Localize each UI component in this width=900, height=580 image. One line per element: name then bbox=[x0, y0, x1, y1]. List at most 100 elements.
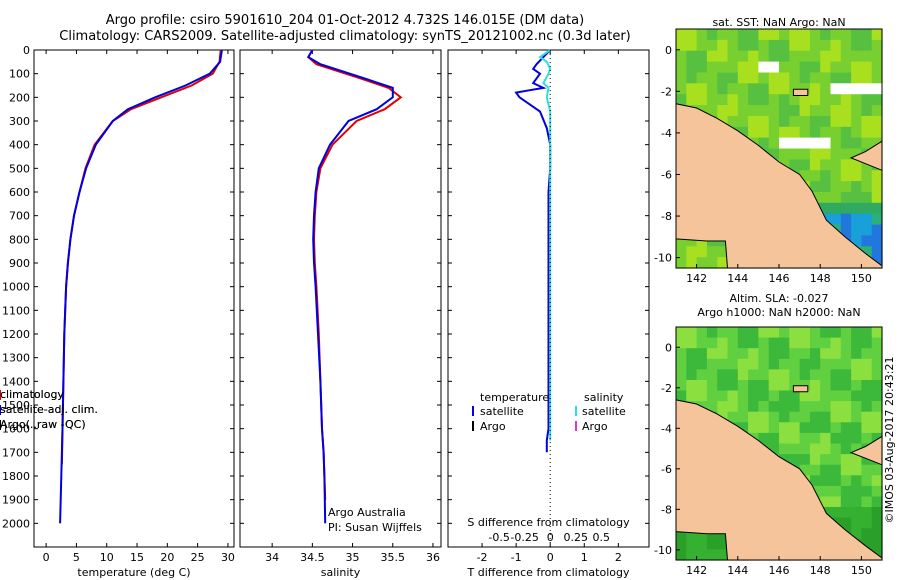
map1-field-cell bbox=[748, 39, 759, 52]
map2-field-cell bbox=[748, 411, 759, 423]
map2-field-cell bbox=[706, 401, 718, 413]
map1-xtick-label: 144 bbox=[727, 272, 748, 285]
map2-field-cell bbox=[840, 517, 852, 529]
panel1-ytick-label: 1100 bbox=[2, 304, 30, 317]
map1-field-cell bbox=[727, 61, 739, 74]
map2-field-cell bbox=[758, 358, 770, 370]
map1-field-cell bbox=[840, 29, 852, 41]
map2-field-cell bbox=[830, 358, 842, 370]
map1-field-cell bbox=[799, 148, 811, 160]
map2-field-cell bbox=[768, 401, 780, 413]
map1-field-cell bbox=[727, 94, 739, 106]
map1-field-cell bbox=[779, 115, 790, 128]
map2-field-cell bbox=[871, 496, 883, 508]
map2-field-cell bbox=[696, 369, 708, 381]
map1-field-cell bbox=[799, 94, 811, 106]
map2-field-cell bbox=[840, 485, 852, 498]
map1-field-cell bbox=[768, 83, 780, 95]
panel2-legend-argo: Argo(..raw -QC) bbox=[0, 418, 86, 431]
map2-field-cell bbox=[830, 485, 842, 498]
map2-field-cell bbox=[706, 337, 718, 349]
panel1-ytick-label: 2000 bbox=[2, 517, 30, 530]
map2-ytick-label: -4 bbox=[661, 422, 672, 435]
map2-field-cell bbox=[676, 380, 687, 392]
map1-field-cell bbox=[840, 61, 852, 74]
map2-field-cell bbox=[727, 390, 739, 402]
map2-field-cell bbox=[840, 380, 852, 392]
map1-field-cell bbox=[861, 192, 873, 204]
map1-ytick-label: 0 bbox=[665, 44, 672, 57]
map1-field-cell bbox=[840, 202, 852, 215]
map2-field-cell bbox=[686, 549, 698, 561]
panel1-ytick-label: 700 bbox=[9, 210, 30, 223]
map1-field-cell bbox=[809, 137, 821, 150]
map2-field-cell bbox=[696, 390, 708, 402]
map2-field-cell bbox=[871, 411, 883, 423]
map1-field-cell bbox=[758, 72, 770, 84]
map1-field-cell bbox=[737, 39, 749, 52]
map2-field-cell bbox=[861, 464, 873, 476]
map2-field-cell bbox=[737, 337, 749, 349]
map2-field-cell bbox=[830, 380, 842, 392]
map1-field-cell bbox=[820, 148, 832, 160]
map1 bbox=[675, 28, 883, 269]
map2-field-cell bbox=[820, 443, 832, 455]
map2-field-cell bbox=[851, 401, 862, 413]
map1-field-cell bbox=[830, 202, 842, 215]
map1-field-cell bbox=[840, 192, 852, 204]
map2-field-cell bbox=[809, 454, 821, 466]
panel1-ytick-label: 1000 bbox=[2, 281, 30, 294]
map2-field-cell bbox=[861, 348, 873, 360]
map2-field-cell bbox=[706, 390, 718, 402]
map1-field-cell bbox=[799, 159, 811, 171]
map2-field-cell bbox=[737, 327, 749, 339]
map2-field-cell bbox=[830, 348, 842, 360]
panel1-ytick-label: 1800 bbox=[2, 470, 30, 483]
map1-field-cell bbox=[737, 126, 749, 139]
map1-field-cell bbox=[861, 224, 873, 236]
map2-field-cell bbox=[840, 358, 852, 370]
map1-field-cell bbox=[799, 29, 811, 41]
map1-field-cell bbox=[717, 94, 729, 106]
map2-field-cell bbox=[840, 327, 852, 339]
panel1-ytick-label: 1400 bbox=[2, 375, 30, 388]
map1-field-cell bbox=[789, 72, 801, 84]
panel3-legend-salinity: salinity bbox=[584, 391, 624, 404]
map1-field-cell bbox=[851, 29, 862, 41]
map1-field-cell bbox=[686, 246, 698, 258]
map2-field-cell bbox=[706, 348, 718, 360]
map1-field-cell bbox=[851, 224, 862, 236]
map2-field-cell bbox=[851, 507, 862, 519]
map2-field-cell bbox=[799, 327, 811, 339]
map1-field-cell bbox=[789, 61, 801, 74]
series-line-satellite-adj-clim- bbox=[59, 49, 223, 524]
map1-field-cell bbox=[768, 105, 780, 117]
map2-field-cell bbox=[871, 422, 883, 434]
panel3-s-tick-label: -0.25 bbox=[510, 531, 538, 544]
map2-field-cell bbox=[820, 464, 832, 476]
map2-field-cell bbox=[779, 327, 790, 339]
map1-field-cell bbox=[871, 235, 883, 247]
map1-field-cell bbox=[840, 39, 852, 52]
map1-field-cell bbox=[871, 181, 883, 193]
map2-field-cell bbox=[768, 390, 780, 402]
map1-field-cell bbox=[871, 94, 883, 106]
map1-field-cell bbox=[686, 94, 698, 106]
land-manus bbox=[792, 385, 809, 393]
map2-field-cell bbox=[789, 337, 801, 349]
map2-field-cell bbox=[748, 348, 759, 360]
credit-stamp: ©IMOS 03-Aug-2017 20:43:21 bbox=[883, 357, 896, 524]
map2-field-cell bbox=[789, 348, 801, 360]
map1-field-cell bbox=[758, 83, 770, 95]
map2-field-cell bbox=[799, 454, 811, 466]
map1-field-cell bbox=[851, 137, 862, 150]
map2-field-cell bbox=[809, 390, 821, 402]
map1-field-cell bbox=[717, 257, 729, 269]
map2-field-cell bbox=[779, 348, 790, 360]
map1-field-cell bbox=[676, 72, 687, 84]
map1-field-cell bbox=[830, 137, 842, 150]
map2-field-cell bbox=[851, 390, 862, 402]
panel3-s-tick-label: 0.5 bbox=[593, 531, 611, 544]
map1-field-cell bbox=[820, 159, 832, 171]
